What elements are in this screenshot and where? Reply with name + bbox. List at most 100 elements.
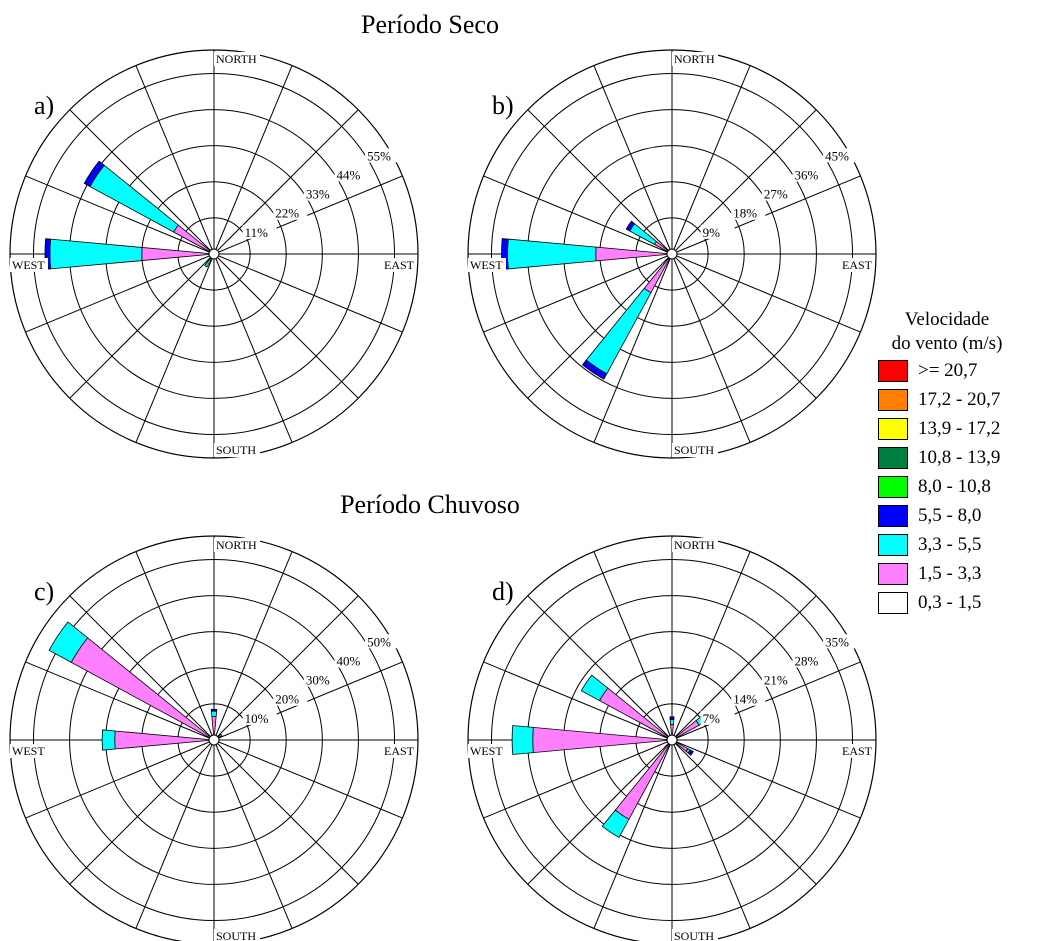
rose-spoke: [593, 65, 673, 255]
rose-spoke: [213, 109, 359, 255]
rose-spoke: [135, 551, 215, 741]
speed-legend: Velocidade do vento (m/s) >= 20,7 17,2 - …: [878, 308, 1037, 617]
rose-center: [208, 248, 220, 260]
rose-spoke: [527, 595, 673, 741]
ring-label-bg: [303, 186, 338, 201]
wind-sector-band: [48, 621, 89, 663]
rose-center: [666, 248, 678, 260]
wind-sector-band: [669, 716, 675, 720]
ring-label-bg: [823, 148, 858, 163]
direction-label-east: EAST: [842, 258, 873, 272]
ring-label-bg: [792, 167, 827, 182]
ring-label: 11%: [245, 225, 269, 240]
rose-spoke: [213, 65, 293, 255]
direction-label-south: SOUTH: [674, 443, 714, 457]
direction-label-bg: [214, 538, 260, 552]
rose-spoke: [25, 175, 215, 255]
rose-spoke: [671, 739, 861, 819]
rose-spoke: [135, 253, 215, 443]
direction-label-east: EAST: [384, 744, 415, 758]
wind-sector-band: [511, 725, 534, 755]
direction-label-bg: [672, 443, 718, 457]
rose-spoke: [671, 253, 817, 399]
panel-label: a): [34, 91, 54, 120]
rose-spoke: [671, 551, 751, 741]
direction-label-north: NORTH: [674, 538, 715, 552]
rose-spoke: [69, 739, 215, 885]
rose-center: [666, 734, 678, 746]
wind-rose-panel: 11% 22% 33% 44% 55% NORTH SOUTH WEST EAST a): [9, 49, 419, 459]
wind-sector-band: [101, 729, 116, 751]
wind-sector-band: [507, 238, 597, 270]
rose-spoke: [671, 739, 751, 929]
rose-spoke: [25, 739, 215, 819]
legend-item: 3,3 - 5,5: [878, 530, 1037, 559]
wind-rose-panel: 10% 20% 30% 40% 50% NORTH SOUTH WEST EAST c): [9, 535, 419, 941]
legend-swatch: [878, 533, 908, 556]
rose-spoke: [671, 253, 861, 333]
rose-center: [208, 734, 220, 746]
rose-spoke: [593, 739, 673, 929]
rose-spoke: [527, 109, 673, 255]
legend-swatch: [878, 417, 908, 440]
rose-spoke: [213, 253, 359, 399]
wind-sector-band: [669, 718, 675, 726]
direction-label-bg: [672, 538, 718, 552]
wind-sector-band: [49, 238, 143, 270]
legend-swatch: [878, 446, 908, 469]
rose-spoke: [527, 253, 673, 399]
ring-label-bg: [731, 691, 766, 706]
ring-label: 40%: [336, 653, 360, 668]
legend-swatch: [878, 475, 908, 498]
ring-label: 33%: [306, 187, 330, 202]
rose-spoke: [69, 253, 215, 399]
ring-label-bg: [303, 672, 338, 687]
direction-label-bg: [10, 744, 48, 758]
direction-label-west: WEST: [470, 744, 503, 758]
legend-swatch: [878, 504, 908, 527]
legend-label: 5,5 - 8,0: [918, 504, 982, 526]
direction-label-south: SOUTH: [216, 929, 256, 941]
legend-item: 10,8 - 13,9: [878, 443, 1037, 472]
wind-sector-band: [601, 809, 630, 838]
rose-spoke: [527, 739, 673, 885]
ring-label-bg: [242, 710, 277, 725]
legend-swatch: [878, 359, 908, 382]
direction-label-bg: [376, 744, 414, 758]
ring-label-bg: [761, 186, 796, 201]
direction-label-east: EAST: [384, 258, 415, 272]
rose-spoke: [69, 595, 215, 741]
rose-spoke: [671, 109, 817, 255]
rose-spoke: [25, 661, 215, 741]
ring-label: 44%: [336, 167, 360, 182]
rose-spoke: [135, 65, 215, 255]
rose-spoke: [671, 65, 751, 255]
direction-label-bg: [214, 443, 260, 457]
ring-label-bg: [823, 634, 858, 649]
ring-label: 7%: [703, 711, 721, 726]
legend-label: 0,3 - 1,5: [918, 591, 982, 613]
dry-period-title: Período Seco: [361, 10, 499, 39]
ring-label-bg: [365, 634, 400, 649]
direction-label-bg: [214, 52, 260, 66]
rose-spoke: [213, 595, 359, 741]
ring-label-bg: [365, 148, 400, 163]
legend-label: 17,2 - 20,7: [918, 388, 1001, 410]
rose-spoke: [213, 661, 403, 741]
ring-label: 30%: [306, 673, 330, 688]
ring-label: 14%: [733, 692, 757, 707]
ring-label-bg: [334, 653, 369, 668]
ring-label: 18%: [733, 206, 757, 221]
legend-title-line1: Velocidade: [904, 309, 990, 330]
direction-label-north: NORTH: [216, 52, 257, 66]
legend-label: 13,9 - 17,2: [918, 417, 1001, 439]
legend-swatch: [878, 562, 908, 585]
ring-label-bg: [700, 224, 735, 239]
rose-spoke: [135, 739, 215, 929]
ring-label: 20%: [275, 692, 299, 707]
wind-sector-band: [581, 359, 608, 380]
ring-label: 50%: [367, 634, 391, 649]
rose-spoke: [671, 661, 861, 741]
ring-label: 28%: [794, 653, 818, 668]
rose-spoke: [671, 175, 861, 255]
